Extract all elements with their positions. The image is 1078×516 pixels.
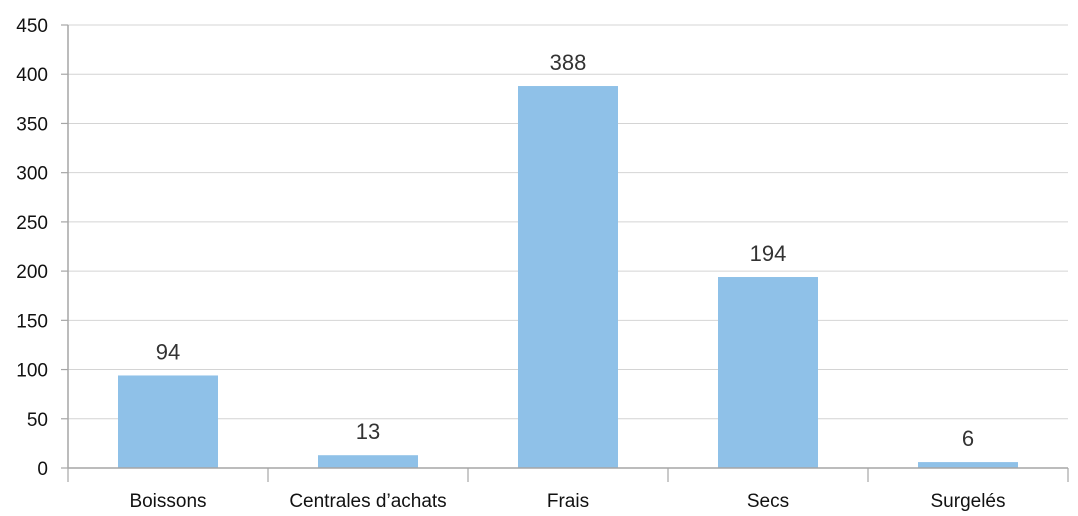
x-tick-label: Frais [547,491,589,512]
data-label: 388 [550,50,587,75]
y-tick-label: 350 [16,114,48,135]
y-tick-label: 400 [16,65,48,86]
x-tick-label: Surgelés [931,491,1006,512]
x-tick-label: Secs [747,491,789,512]
bar [318,455,418,468]
bar [918,462,1018,468]
y-tick-label: 250 [16,213,48,234]
y-tick-label: 50 [27,410,48,431]
data-label: 6 [962,426,974,451]
y-tick-label: 150 [16,311,48,332]
data-label: 13 [356,419,380,444]
y-tick-label: 100 [16,361,48,382]
data-label: 194 [750,241,787,266]
bar [518,86,618,468]
x-tick-label: Boissons [129,491,206,512]
x-tick-label: Centrales d’achats [289,491,446,512]
bars [118,86,1018,468]
bar [118,375,218,468]
y-tick-label: 300 [16,164,48,185]
y-tick-label: 0 [37,459,48,480]
y-tick-label: 200 [16,262,48,283]
labels: 0 50 100 150 200 250 300 350 400 450 94 Boissons 13 C… [16,16,1005,512]
axes [61,24,1069,482]
bar [718,277,818,468]
data-label: 94 [156,339,180,364]
y-tick-label: 450 [16,16,48,37]
